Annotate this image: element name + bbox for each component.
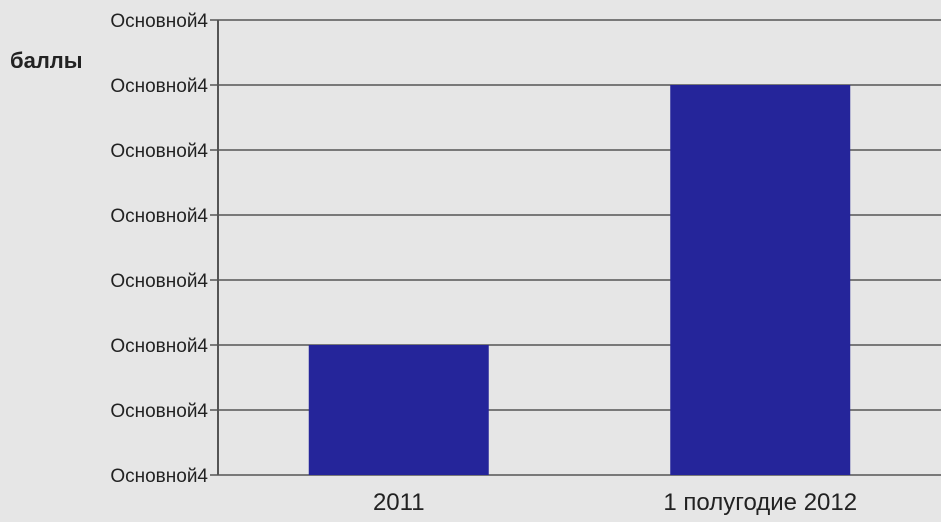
y-tick-label: Основной4	[110, 336, 208, 357]
bar	[308, 345, 489, 475]
bar	[670, 85, 851, 475]
y-tick-label: Основной4	[110, 401, 208, 422]
y-tick-label: Основной4	[110, 76, 208, 97]
x-tick-label: 2011	[373, 489, 425, 516]
x-tick-label: 1 полугодие 2012	[663, 489, 857, 516]
y-tick-label: Основной4	[110, 11, 208, 32]
y-tick-label: Основной4	[110, 271, 208, 292]
y-axis-label: баллы	[10, 48, 83, 73]
y-tick-label: Основной4	[110, 141, 208, 162]
x-axis: 2011 1 полугодие 2012	[373, 489, 857, 516]
y-tick-label: Основной4	[110, 466, 208, 487]
y-axis: Основной4 Основной4 Основной4 Основной4 Осно…	[110, 11, 219, 487]
bars	[308, 85, 851, 475]
y-tick-label: Основной4	[110, 206, 208, 227]
